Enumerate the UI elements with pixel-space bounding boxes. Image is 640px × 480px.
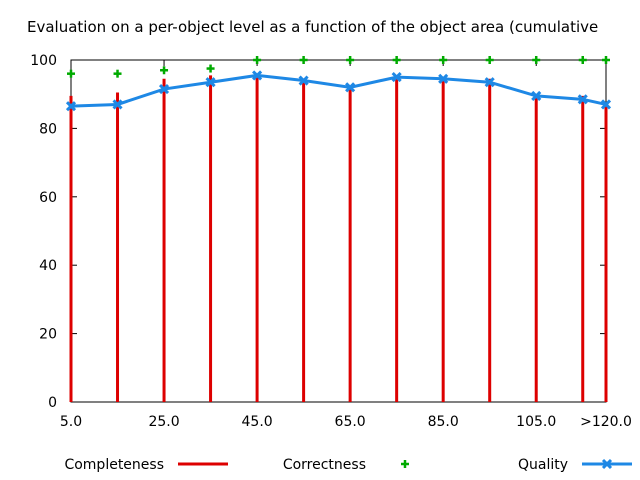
x-tick-label: 105.0 xyxy=(516,414,556,430)
quality-point xyxy=(65,101,77,112)
y-tick-label: 80 xyxy=(39,121,57,137)
quality-point xyxy=(205,77,216,88)
correctness-point xyxy=(439,56,448,64)
x-tick-label: 85.0 xyxy=(428,414,459,430)
legend-completeness-label: Completeness xyxy=(64,457,164,473)
axes: 0 20 40 60 80 100 5.0 25.0 45.0 65.0 85.0 105.0 >120… xyxy=(30,53,632,430)
x-tick-label: >120.0 xyxy=(580,414,632,430)
correctness-point xyxy=(299,56,308,64)
chart-marks xyxy=(65,56,612,402)
y-tick-label: 0 xyxy=(48,395,57,411)
x-tick-label: 65.0 xyxy=(335,414,366,430)
y-tick-label: 60 xyxy=(39,190,57,206)
correctness-point xyxy=(578,56,587,64)
correctness-point xyxy=(253,56,262,64)
x-tick-label: 5.0 xyxy=(60,414,82,430)
y-tick-label: 20 xyxy=(39,327,57,343)
y-tick-label: 40 xyxy=(39,258,57,274)
legend-quality-marker xyxy=(601,458,613,470)
quality-point xyxy=(158,84,170,95)
quality-point xyxy=(391,72,402,83)
y-tick-label: 100 xyxy=(30,53,57,69)
correctness-point xyxy=(602,56,610,64)
quality-point xyxy=(577,94,588,105)
correctness-point xyxy=(113,69,122,78)
correctness-point xyxy=(392,56,401,64)
correctness-point xyxy=(485,56,494,64)
correctness-point xyxy=(346,56,355,64)
quality-point xyxy=(345,82,356,93)
quality-point xyxy=(252,70,263,81)
correctness-point xyxy=(67,69,75,78)
chart-title: Evaluation on a per-object level as a fu… xyxy=(27,18,598,36)
legend-correctness-swatch xyxy=(401,460,409,468)
quality-point xyxy=(298,75,309,86)
legend-correctness-label: Correctness xyxy=(283,457,366,473)
legend-quality-label: Quality xyxy=(518,457,568,473)
legend: Completeness Correctness Quality xyxy=(64,457,632,473)
quality-point xyxy=(112,99,123,110)
x-tick-label: 25.0 xyxy=(148,414,179,430)
correctness-point xyxy=(160,66,169,75)
correctness-point xyxy=(532,56,541,64)
quality-point xyxy=(484,77,495,88)
quality-point xyxy=(531,90,542,101)
plot-frame xyxy=(70,59,607,403)
quality-point xyxy=(600,99,612,110)
correctness-point xyxy=(206,64,215,73)
quality-point xyxy=(438,73,449,84)
quality-line xyxy=(70,73,607,108)
x-tick-label: 45.0 xyxy=(242,414,273,430)
